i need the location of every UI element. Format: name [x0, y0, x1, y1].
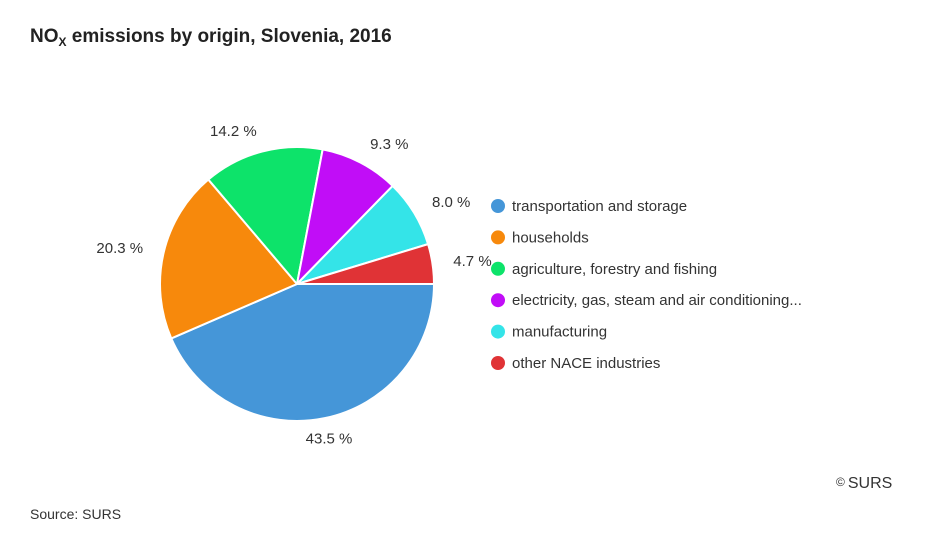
legend-label-3[interactable]: electricity, gas, steam and air conditio…: [512, 292, 802, 309]
title-rest: emissions by origin, Slovenia, 2016: [66, 26, 392, 47]
chart-title: NOX emissions by origin, Slovenia, 2016: [30, 26, 392, 49]
pie-slice-5[interactable]: [296, 243, 435, 285]
legend-label-5[interactable]: other NACE industries: [512, 355, 660, 372]
slice-label-5: 4.7 %: [453, 253, 491, 270]
slice-label-3: 9.3 %: [370, 136, 408, 153]
legend-marker-4[interactable]: [491, 324, 505, 339]
legend-label-2[interactable]: agriculture, forestry and fishing: [512, 261, 717, 278]
title-main: NO: [30, 26, 59, 47]
copyright-badge: © SURS: [836, 475, 892, 493]
pie-slice-2[interactable]: [207, 146, 324, 285]
title-subscript: X: [58, 35, 67, 49]
source-note: Source: SURS: [30, 506, 122, 522]
slice-label-2: 14.2 %: [210, 123, 257, 140]
legend-label-0[interactable]: transportation and storage: [512, 198, 687, 215]
pie-slice-3[interactable]: [296, 148, 394, 285]
legend-marker-2[interactable]: [491, 261, 505, 276]
legend-marker-1[interactable]: [491, 230, 505, 245]
slice-label-4: 8.0 %: [432, 194, 470, 211]
legend-marker-0[interactable]: [491, 199, 505, 213]
pie-slice-1[interactable]: [159, 178, 298, 340]
slice-label-1: 20.3 %: [96, 240, 143, 257]
slice-label-0: 43.5 %: [306, 431, 353, 448]
legend-marker-5[interactable]: [491, 356, 505, 370]
legend-label-4[interactable]: manufacturing: [512, 324, 607, 341]
pie-slice-0[interactable]: [170, 283, 435, 422]
copyright-text: SURS: [847, 475, 893, 492]
legend-label-1[interactable]: households: [512, 229, 589, 246]
legend-marker-3[interactable]: [491, 293, 505, 308]
copyright-icon: ©: [836, 475, 845, 489]
